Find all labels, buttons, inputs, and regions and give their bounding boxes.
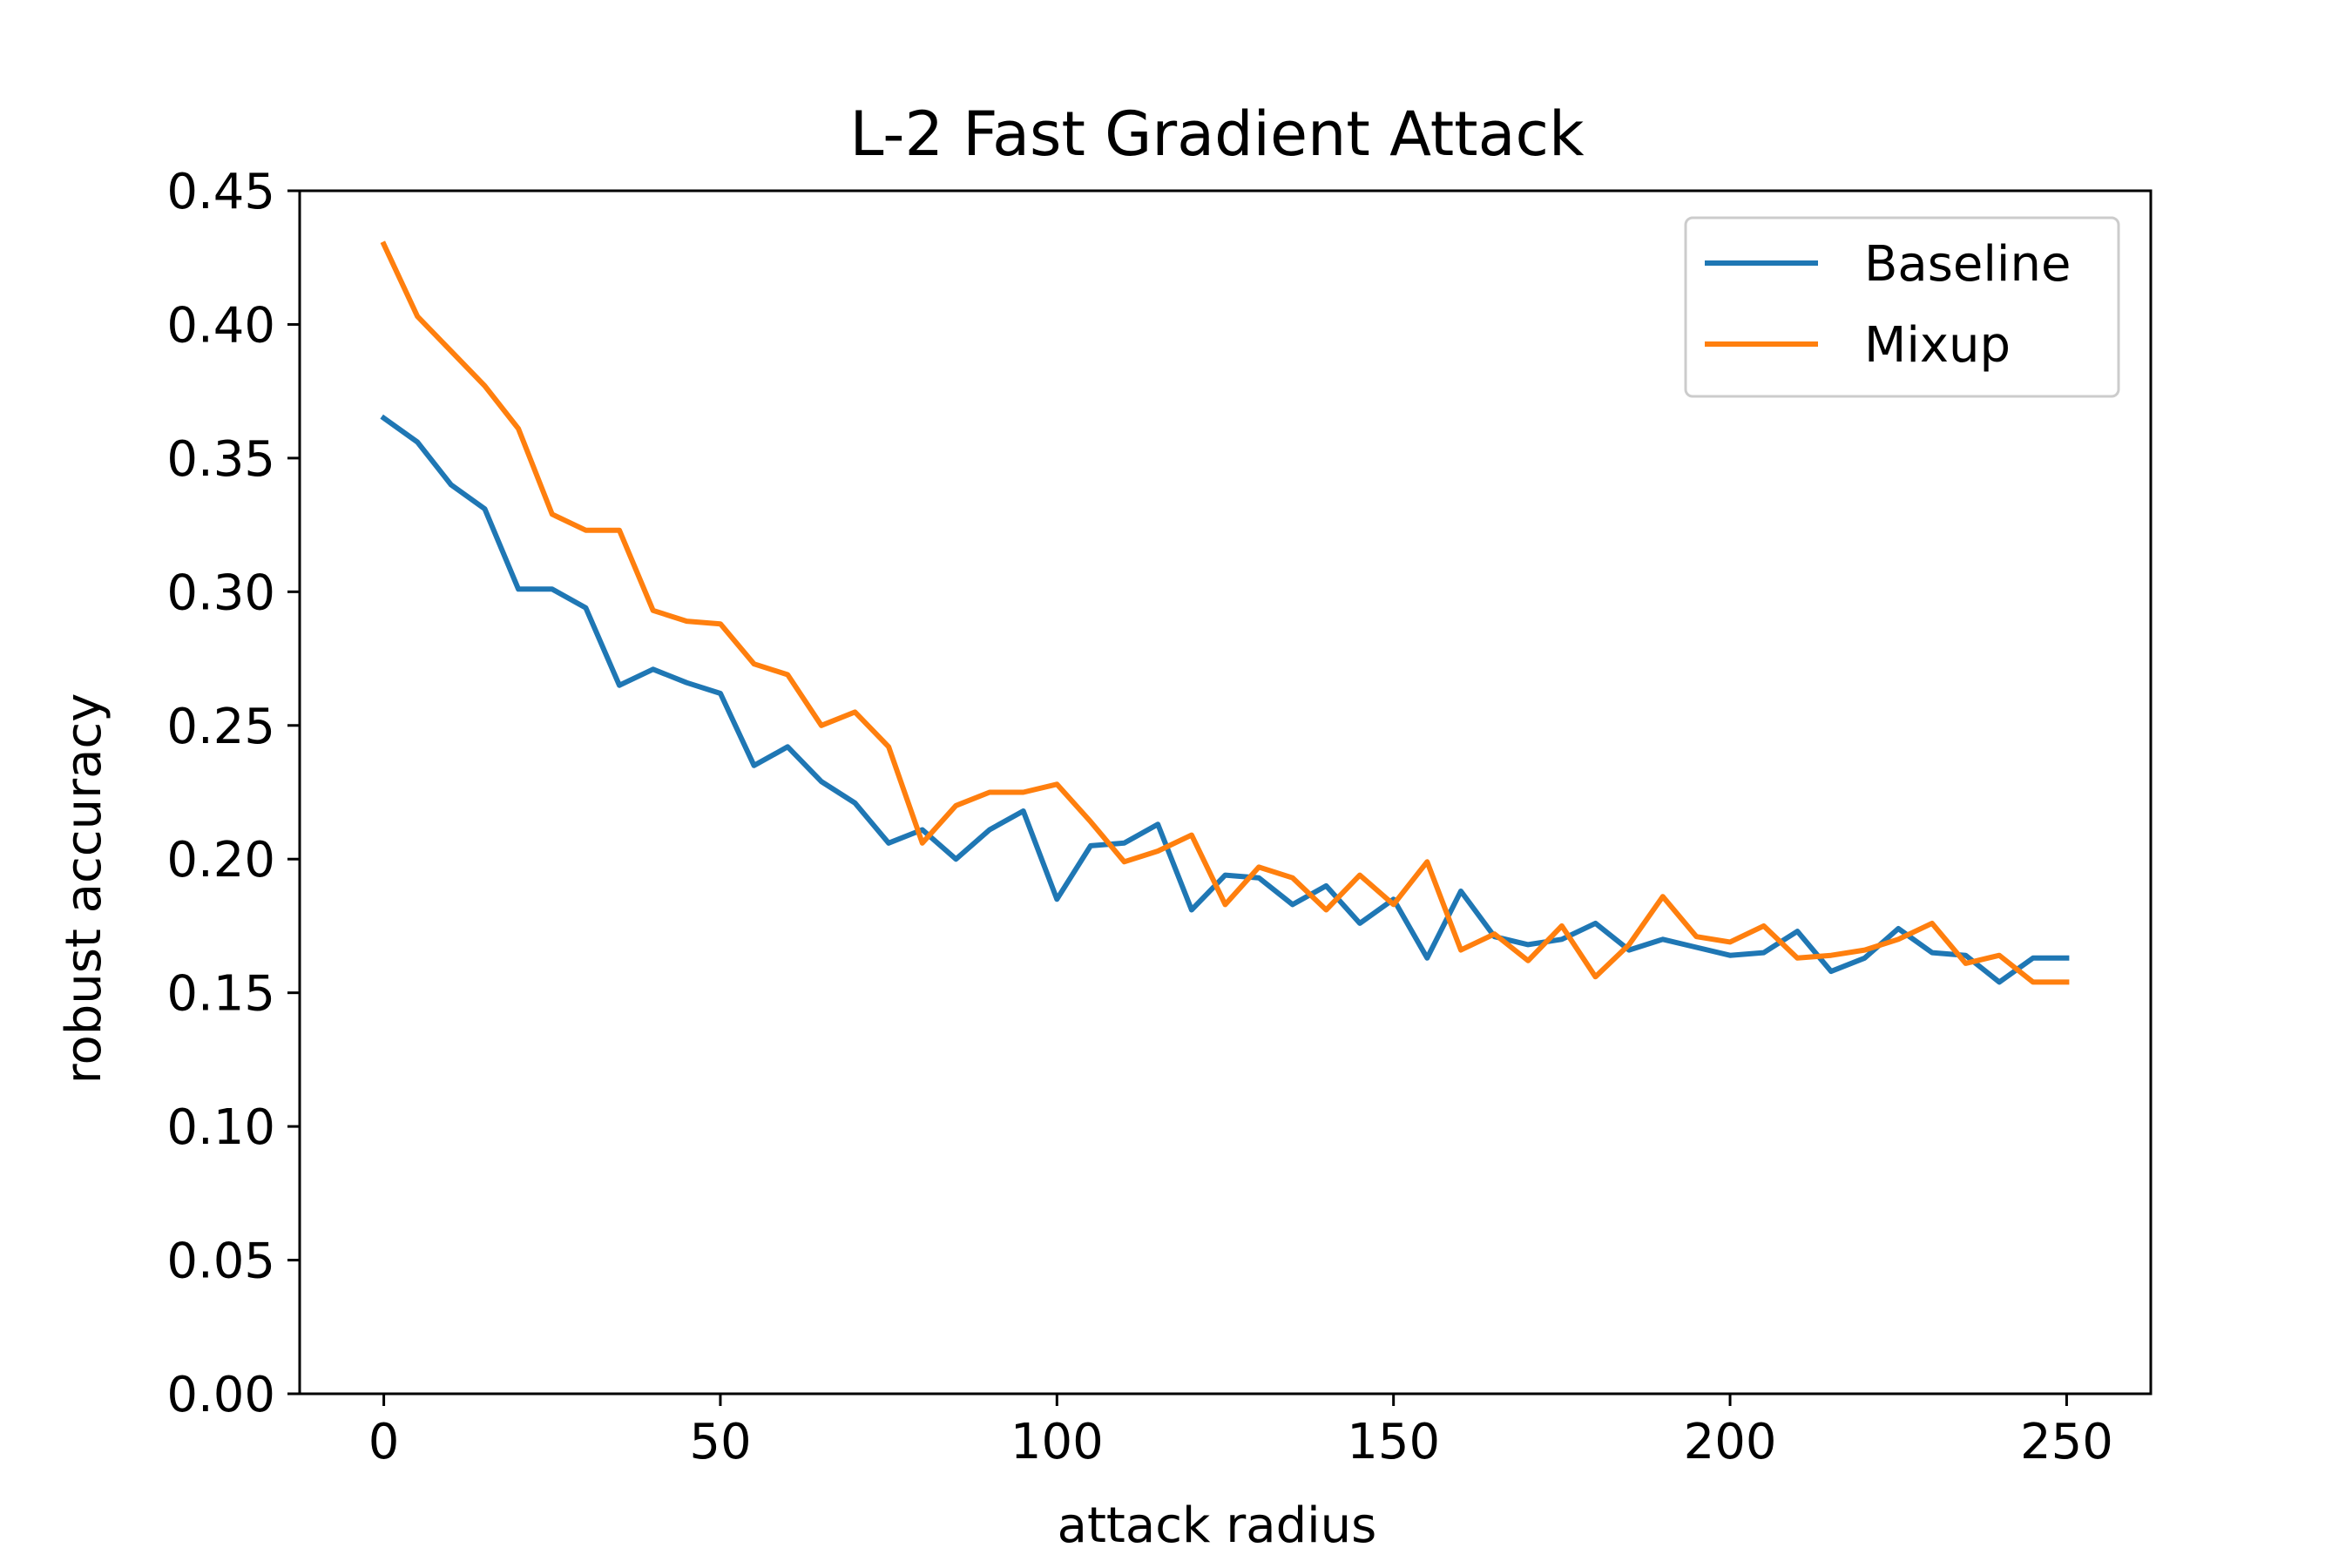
axes: 0 50 100 150 200 250 0.00 0.05 0.10 0.15 0.20 0.25 0… <box>166 164 2153 1470</box>
legend-label-mixup: Mixup <box>1864 317 2011 374</box>
y-tick-label: 0.10 <box>166 1099 275 1156</box>
x-tick-label: 100 <box>1010 1414 1104 1470</box>
x-tick-label: 150 <box>1347 1414 1440 1470</box>
y-tick-label: 0.35 <box>166 431 275 488</box>
y-tick-label: 0.05 <box>166 1233 275 1290</box>
axes-frame <box>298 189 2153 1396</box>
x-tick-label: 50 <box>689 1414 751 1470</box>
y-tick-label: 0.15 <box>166 966 275 1023</box>
y-tick-label: 0.45 <box>166 164 275 220</box>
y-tick-label: 0.40 <box>166 297 275 354</box>
legend-label-baseline: Baseline <box>1864 236 2071 293</box>
x-tick-label: 250 <box>2020 1414 2113 1470</box>
plot-area <box>380 240 2070 985</box>
y-axis-label: robust accuracy <box>56 693 112 1085</box>
series-line-baseline <box>380 414 2070 985</box>
legend: Baseline Mixup <box>1684 216 2120 398</box>
chart-title: L-2 Fast Gradient Attack <box>849 98 1585 170</box>
y-tick-label: 0.20 <box>166 832 275 889</box>
y-tick-label: 0.30 <box>166 564 275 621</box>
series-line-mixup <box>380 240 2070 985</box>
x-tick-label: 200 <box>1684 1414 1777 1470</box>
y-tick-label: 0.25 <box>166 699 275 755</box>
y-tick-label: 0.00 <box>166 1367 275 1423</box>
x-axis-label: attack radius <box>1058 1497 1377 1554</box>
x-tick-label: 0 <box>368 1414 400 1470</box>
